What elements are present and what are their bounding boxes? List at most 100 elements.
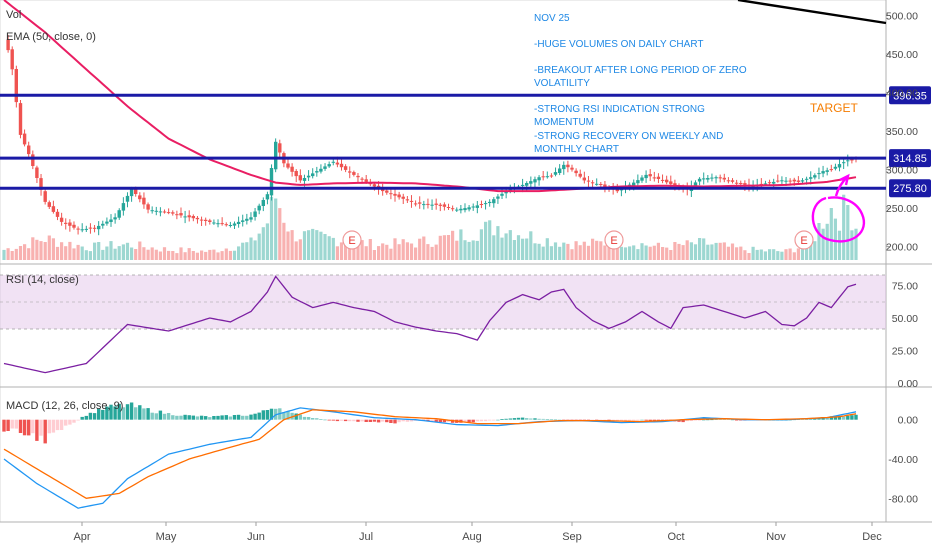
candle <box>343 166 348 170</box>
volume-bar <box>570 249 574 260</box>
candle <box>537 177 541 181</box>
candle <box>27 145 31 155</box>
volume-legend[interactable]: Vol <box>6 9 21 21</box>
time-axis[interactable]: Apr May Jun Jul Aug Sep Oct Nov Dec <box>73 522 882 543</box>
volume-bar <box>636 249 640 260</box>
volume-bar <box>484 221 488 260</box>
macd-histogram-bar <box>125 404 130 420</box>
volume-bar <box>533 243 537 260</box>
macd-histogram-bar <box>2 419 6 432</box>
macd-histogram-bar <box>179 415 183 420</box>
candle <box>640 177 644 181</box>
volume-bar <box>352 243 356 260</box>
rsi-tick-label: 25.00 <box>892 346 918 358</box>
candle <box>97 225 101 230</box>
macd-tick-label: -80.00 <box>888 493 918 505</box>
candle <box>549 175 554 177</box>
volume-bar <box>751 246 755 260</box>
candle <box>500 193 504 196</box>
macd-histogram-bar <box>59 419 64 430</box>
candle <box>393 193 397 196</box>
macd-histogram-bar <box>183 414 187 420</box>
volume-bar <box>191 251 195 260</box>
macd-histogram-bar <box>14 419 18 429</box>
earnings-marker[interactable]: E <box>794 230 814 250</box>
macd-histogram-bar <box>76 419 80 421</box>
volume-bar <box>179 247 183 260</box>
candle <box>298 175 302 181</box>
candle <box>776 180 780 182</box>
macd-histogram-bar <box>471 419 475 423</box>
candle <box>784 180 788 182</box>
macd-histogram-bar <box>352 419 356 422</box>
candle <box>455 209 459 211</box>
price-scale[interactable]: 500.00 450.00 400.00 350.00 300.00 250.00 200.… <box>886 10 918 505</box>
volume-bar <box>800 246 805 260</box>
macd-histogram-bar <box>409 419 414 422</box>
macd-legend[interactable]: MACD (12, 26, close, 9) <box>6 400 123 412</box>
annotation-note[interactable]: NOV 25 -HUGE VOLUMES ON DAILY CHART -BRE… <box>534 13 747 155</box>
price-pane[interactable] <box>0 0 886 262</box>
volume-bar <box>446 235 451 260</box>
volume-bar <box>479 229 483 260</box>
volume-bar <box>422 236 426 260</box>
volume-bar <box>780 251 784 260</box>
candle <box>31 154 35 166</box>
volume-bar <box>496 226 500 260</box>
svg-text:NOV 25: NOV 25 <box>534 13 570 24</box>
volume-bar <box>842 194 846 260</box>
macd-histogram-bar <box>442 419 447 423</box>
level-badge-label: 314.85 <box>893 153 927 165</box>
macd-histogram-bar <box>208 417 212 420</box>
horizontal-levels[interactable]: 396.35 314.85 275.80 <box>0 86 931 198</box>
highlight-drawing[interactable] <box>811 173 865 243</box>
earnings-marker[interactable]: E <box>342 230 362 250</box>
volume-bar <box>553 242 558 260</box>
candle <box>842 162 846 164</box>
candle <box>772 181 776 184</box>
svg-text:-BREAKOUT AFTER LONG PERIOD OF: -BREAKOUT AFTER LONG PERIOD OF ZERO <box>534 65 747 76</box>
candle <box>306 175 311 178</box>
macd-histogram-bar <box>689 419 694 421</box>
macd-histogram-bar <box>241 415 245 420</box>
earnings-marker[interactable]: E <box>604 230 624 250</box>
volume-bar <box>455 240 459 260</box>
candle <box>220 223 224 225</box>
candle <box>72 224 76 228</box>
volume-bar <box>698 238 702 260</box>
rsi-legend[interactable]: RSI (14, close) <box>6 274 79 286</box>
volume-bar <box>525 238 529 260</box>
macd-histogram-bar <box>710 419 714 421</box>
volume-bar <box>282 222 286 260</box>
macd-histogram-bar <box>734 419 739 421</box>
macd-histogram-bar <box>525 418 529 420</box>
candle <box>352 172 356 175</box>
macd-histogram-bar <box>35 419 39 441</box>
candle <box>734 182 739 184</box>
macd-histogram-bar <box>113 406 117 420</box>
volume-bar <box>385 244 389 260</box>
volume-bar <box>632 245 636 260</box>
target-label[interactable]: TARGET <box>810 101 858 115</box>
rsi-pane[interactable] <box>0 266 886 386</box>
volume-bar <box>290 230 294 260</box>
level-badge[interactable] <box>889 149 931 168</box>
candle <box>138 195 142 200</box>
candle <box>47 202 51 207</box>
macd-histogram-bar <box>257 412 261 420</box>
volume-bar <box>628 246 632 260</box>
macd-histogram-bar <box>323 419 327 421</box>
level-badge[interactable] <box>889 86 931 105</box>
ema-path <box>3 0 857 193</box>
candle <box>162 211 167 213</box>
volume-bar <box>278 208 282 260</box>
macd-histogram-bar <box>80 416 84 420</box>
trend-line-drawing[interactable] <box>737 0 887 25</box>
candle <box>129 188 134 197</box>
volume-bar <box>516 235 521 260</box>
time-tick-label: Nov <box>766 531 786 543</box>
ema-legend[interactable]: EMA (50, close, 0) <box>6 31 96 43</box>
macd-histogram-bar <box>529 418 533 420</box>
level-badge[interactable] <box>889 179 931 198</box>
